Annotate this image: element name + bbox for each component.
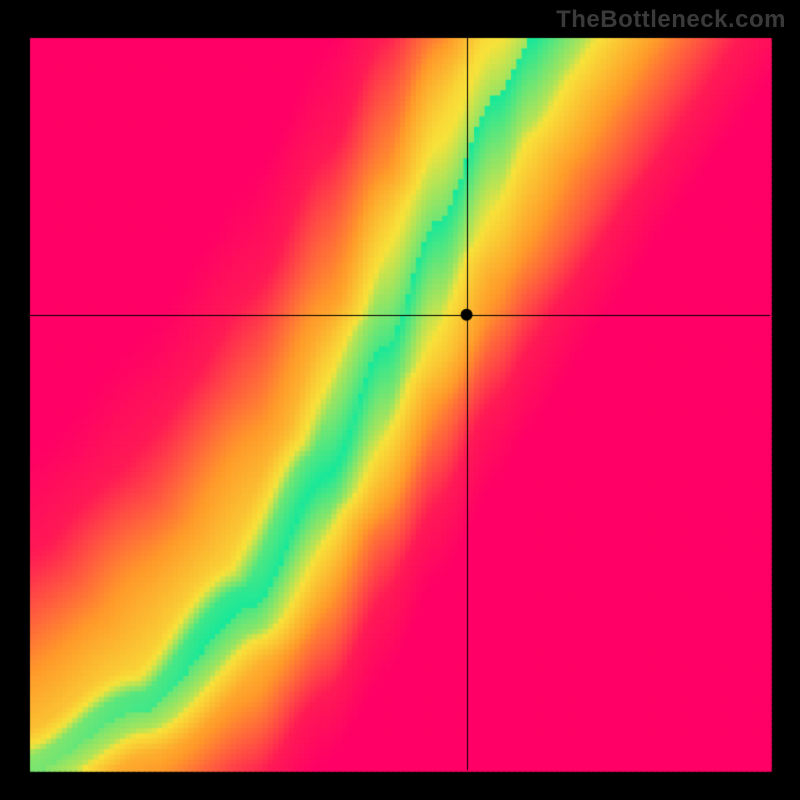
- bottleneck-heatmap: [0, 0, 800, 800]
- chart-container: TheBottleneck.com: [0, 0, 800, 800]
- watermark-text: TheBottleneck.com: [556, 6, 786, 34]
